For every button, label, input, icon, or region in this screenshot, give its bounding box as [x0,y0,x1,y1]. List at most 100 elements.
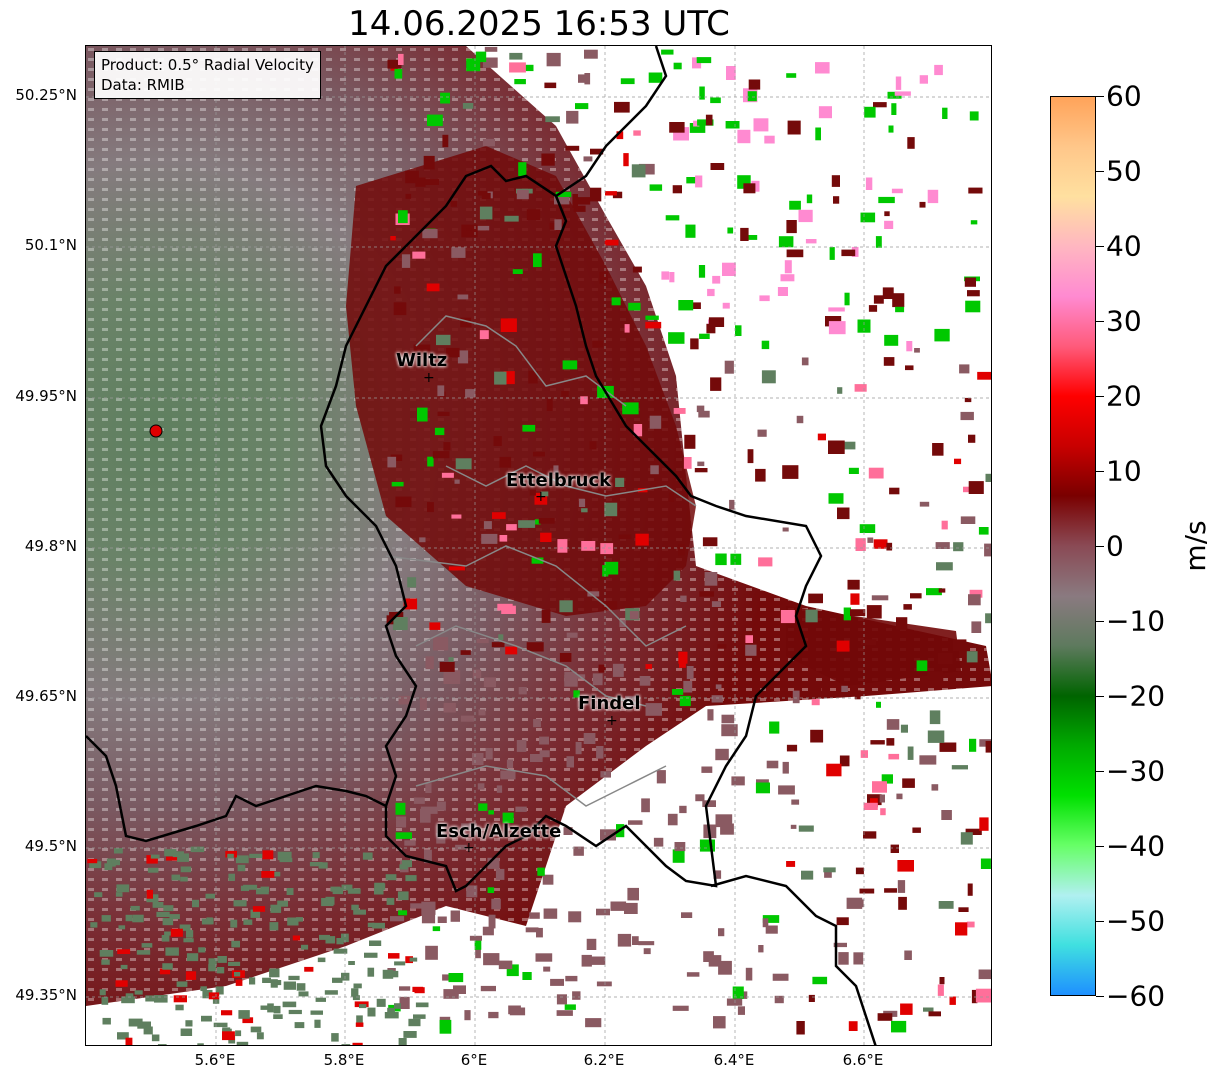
velocity-echo [747,449,754,464]
velocity-echo [448,657,454,662]
velocity-echo [121,996,135,1004]
velocity-echo [412,986,424,992]
velocity-echo [572,194,578,208]
velocity-echo [173,995,187,1003]
velocity-echo [125,993,134,999]
country-border [319,164,823,893]
velocity-echo [296,917,303,922]
velocity-echo [810,729,824,743]
velocity-echo [483,677,496,688]
velocity-echo [952,639,967,652]
velocity-echo [782,465,799,479]
velocity-echo [179,924,191,931]
velocity-echo [461,823,477,830]
velocity-echo [534,492,548,505]
velocity-echo [863,802,878,810]
velocity-echo [715,553,727,566]
colorbar-tick [1096,396,1104,397]
velocity-echo [309,862,323,867]
velocity-echo [367,967,375,977]
velocity-echo [460,317,472,328]
velocity-echo [873,102,887,108]
velocity-echo [523,64,534,72]
velocity-echo [530,754,543,762]
velocity-echo [774,995,784,1004]
velocity-echo [464,1010,471,1021]
velocity-echo [645,703,662,716]
velocity-echo [678,543,685,556]
velocity-echo [596,908,610,916]
velocity-echo [735,325,742,336]
velocity-echo [270,979,278,988]
velocity-echo [906,341,913,352]
velocity-echo [250,1026,262,1033]
velocity-echo [240,885,249,891]
velocity-echo [397,891,409,901]
velocity-echo [387,456,397,468]
city-marker: + [463,840,475,856]
velocity-echo [789,200,801,210]
velocity-echo [180,1028,193,1036]
velocity-echo [725,121,740,129]
velocity-echo [828,307,845,312]
velocity-echo [590,148,604,155]
velocity-echo [472,669,482,679]
velocity-echo [353,983,362,989]
velocity-echo [727,227,734,234]
velocity-echo [455,458,472,470]
velocity-echo [868,467,884,479]
velocity-echo [573,690,580,698]
velocity-echo [376,998,386,1007]
velocity-echo [698,410,710,418]
velocity-echo [201,918,212,925]
velocity-echo [828,493,844,504]
velocity-echo [686,972,700,977]
velocity-echo [125,1037,133,1045]
velocity-echo [941,520,948,530]
velocity-echo [611,297,621,306]
velocity-echo [439,661,455,672]
velocity-echo [699,86,705,100]
velocity-echo [699,333,710,339]
velocity-echo [718,960,732,975]
velocity-echo [325,936,336,944]
velocity-echo [632,266,642,273]
velocity-echo [539,736,549,745]
velocity-echo [898,896,907,910]
velocity-echo [243,884,258,890]
velocity-echo [633,424,643,437]
velocity-echo [317,957,326,963]
velocity-echo [605,191,617,196]
velocity-echo [395,802,406,815]
velocity-echo [726,998,743,1006]
velocity-echo [965,828,982,835]
radar-map[interactable] [85,45,992,1046]
velocity-echo [115,980,128,987]
velocity-echo [217,956,227,963]
velocity-echo [319,934,330,940]
velocity-echo [436,833,446,844]
velocity-echo [296,983,306,991]
velocity-echo [980,858,991,869]
velocity-echo [415,177,426,187]
velocity-echo [847,579,860,590]
velocity-echo [886,719,900,730]
velocity-echo [578,74,589,83]
velocity-echo [333,948,348,954]
velocity-echo [362,852,373,860]
velocity-echo [574,197,591,205]
velocity-echo [705,114,713,126]
velocity-echo [708,955,722,967]
velocity-echo [786,861,796,867]
velocity-echo [641,798,650,813]
velocity-echo [937,984,944,996]
velocity-echo [695,794,705,802]
velocity-echo [448,566,465,571]
velocity-echo [465,389,476,398]
velocity-echo [860,212,876,223]
velocity-echo [931,784,939,791]
velocity-echo [578,498,586,507]
velocity-echo [208,992,220,1000]
velocity-echo [587,591,600,597]
velocity-echo [887,91,902,99]
